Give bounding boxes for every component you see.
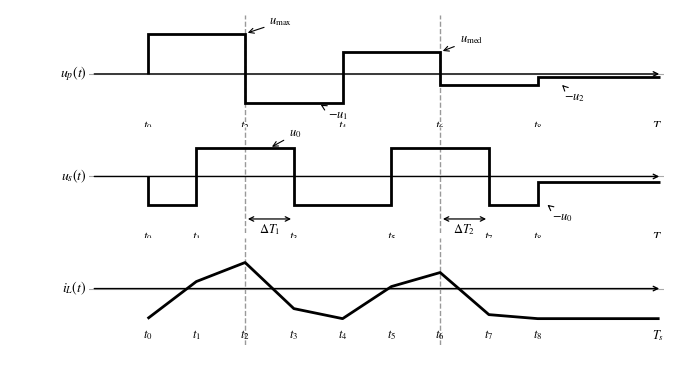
Text: $t_5$: $t_5$ [387, 231, 396, 244]
Text: $t_6$: $t_6$ [436, 119, 445, 133]
Text: $t_7$: $t_7$ [484, 329, 494, 342]
Text: $t_8$: $t_8$ [533, 231, 543, 244]
Text: $u_s(t)$: $u_s(t)$ [61, 168, 86, 185]
Text: $t_1$: $t_1$ [192, 329, 201, 342]
Text: $-u_1$: $-u_1$ [322, 105, 348, 121]
Text: $t_8$: $t_8$ [533, 329, 543, 342]
Text: $t_4$: $t_4$ [338, 329, 347, 342]
Text: $T_s$: $T_s$ [652, 329, 664, 344]
Text: $i_L(t)$: $i_L(t)$ [62, 280, 86, 297]
Text: $t_0$: $t_0$ [142, 329, 152, 342]
Text: $t_7$: $t_7$ [484, 231, 494, 244]
Text: $t_6$: $t_6$ [436, 329, 445, 342]
Text: $u_{\mathrm{max}}$: $u_{\mathrm{max}}$ [249, 15, 292, 33]
Text: $t_3$: $t_3$ [289, 231, 299, 244]
Text: $t_0$: $t_0$ [142, 119, 152, 133]
Text: $\Delta T_2$: $\Delta T_2$ [453, 223, 475, 237]
Text: $t_4$: $t_4$ [338, 119, 347, 133]
Text: $t_2$: $t_2$ [240, 119, 250, 133]
Text: $t_3$: $t_3$ [289, 329, 299, 342]
Text: $T_s$: $T_s$ [652, 119, 664, 134]
Text: $-u_2$: $-u_2$ [563, 86, 586, 104]
Text: $t_8$: $t_8$ [533, 119, 543, 133]
Text: $u_p(t)$: $u_p(t)$ [60, 65, 86, 83]
Text: $T_s$: $T_s$ [652, 231, 664, 245]
Text: $t_0$: $t_0$ [142, 231, 152, 244]
Text: $\Delta T_1$: $\Delta T_1$ [259, 223, 280, 237]
Text: $u_0$: $u_0$ [273, 128, 301, 146]
Text: $t_2$: $t_2$ [240, 329, 250, 342]
Text: $u_{\mathrm{med}}$: $u_{\mathrm{med}}$ [444, 34, 483, 51]
Text: $-u_0$: $-u_0$ [549, 206, 573, 224]
Text: $t_1$: $t_1$ [192, 231, 201, 244]
Text: $t_5$: $t_5$ [387, 329, 396, 342]
